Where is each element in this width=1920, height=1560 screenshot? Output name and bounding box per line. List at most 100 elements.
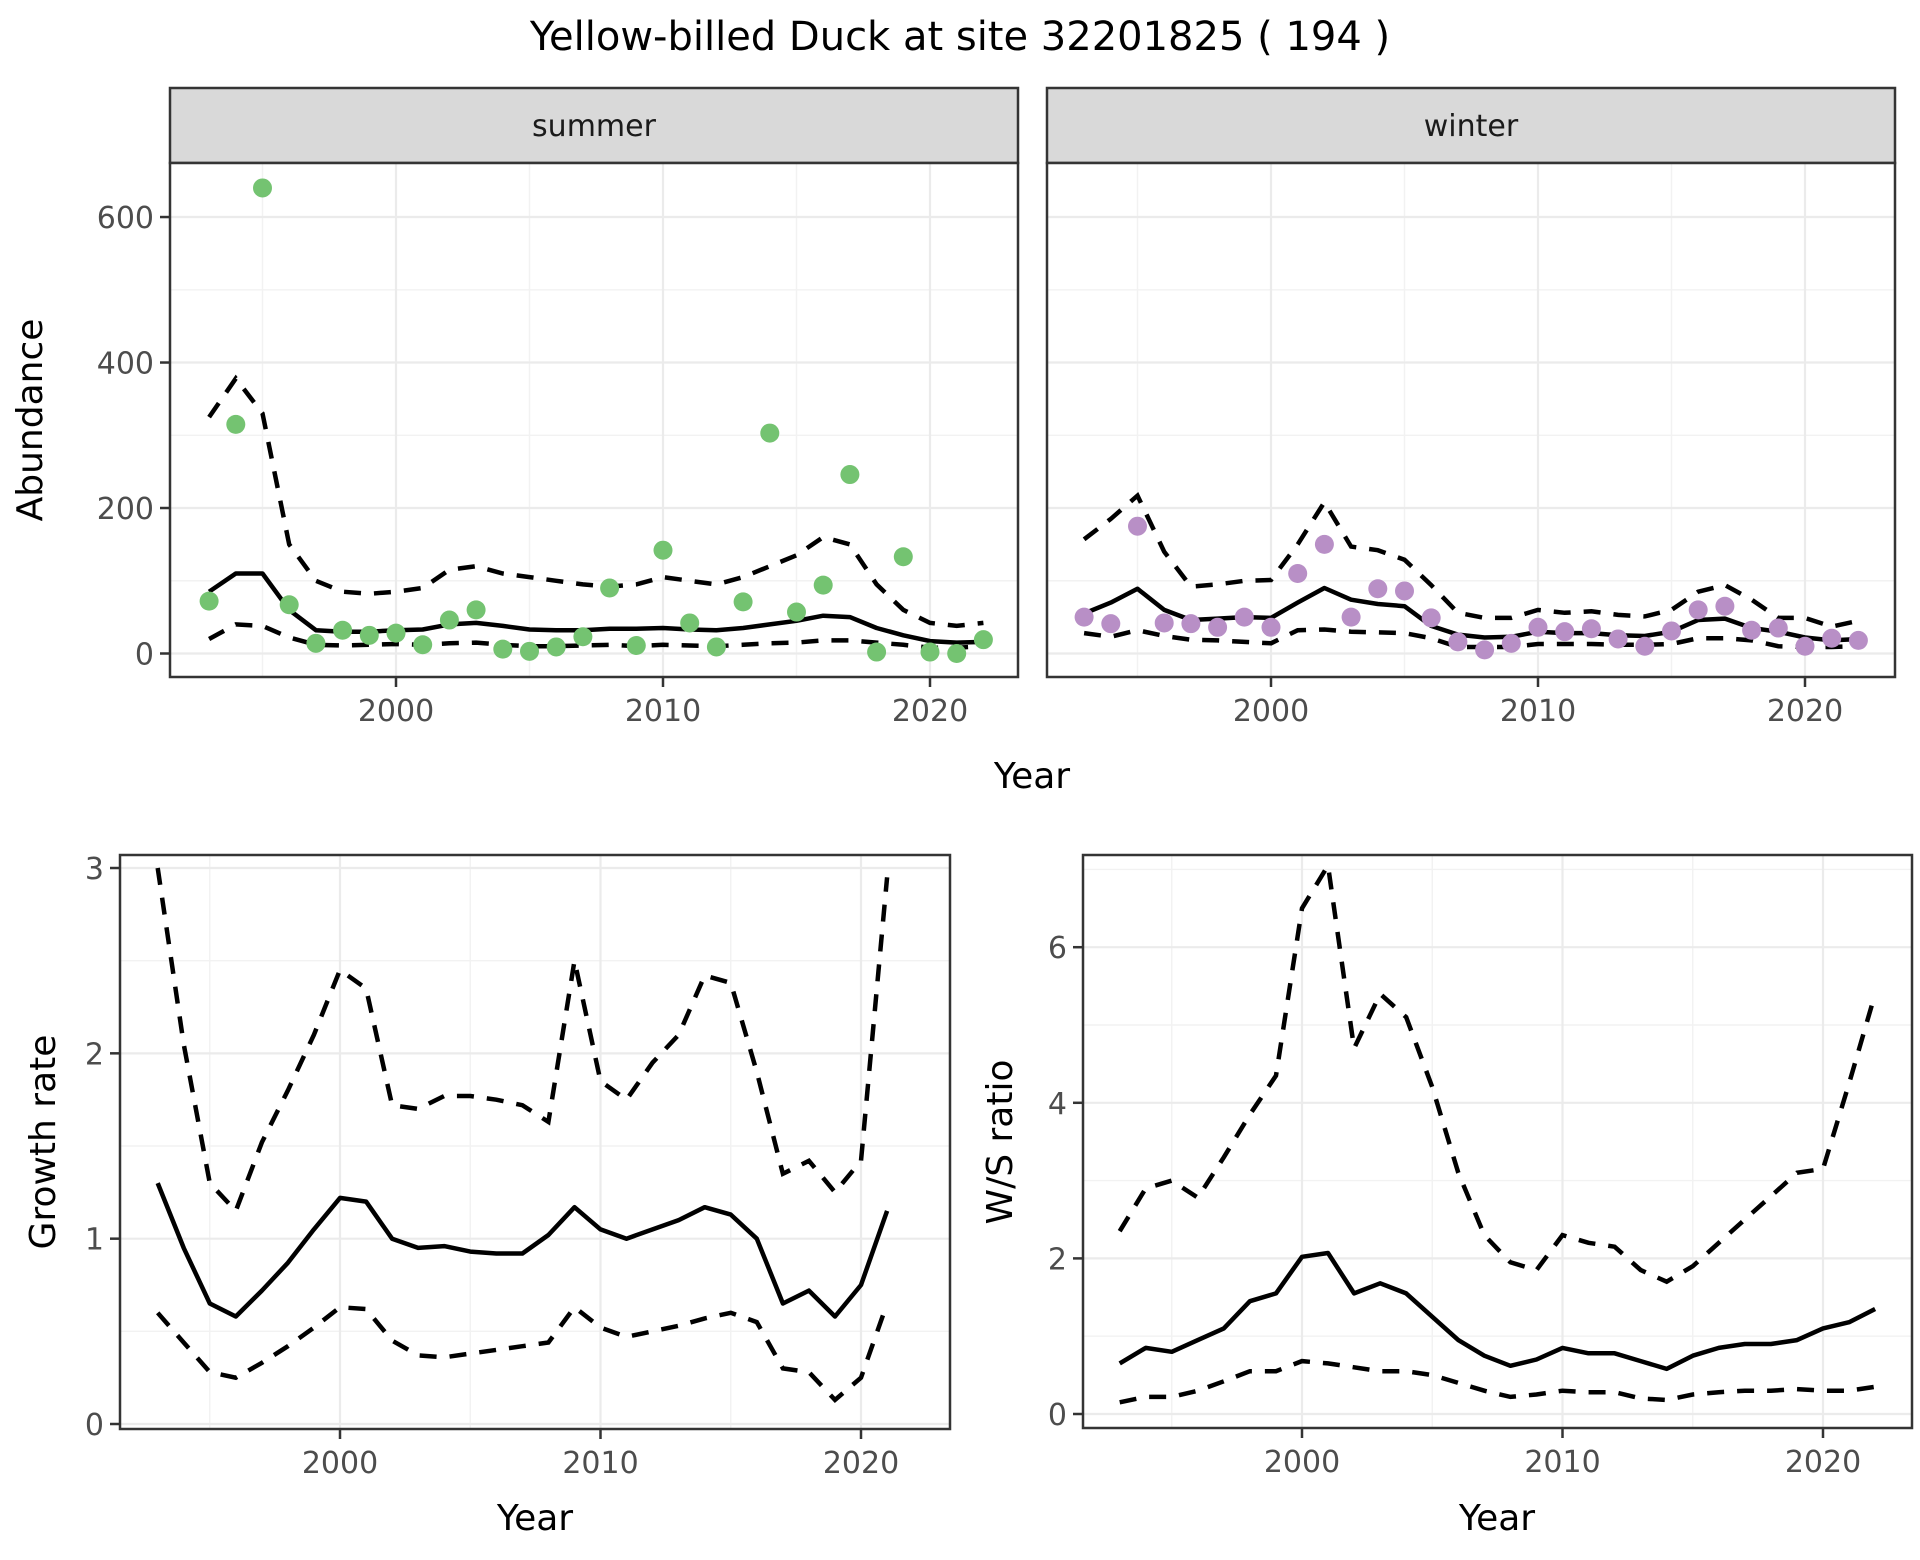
upper-ci-line: [1117, 858, 1878, 1285]
data-point: [1688, 600, 1708, 620]
ws-ratio-x-axis-title: Year: [1458, 1498, 1535, 1539]
x-tick-label: 2020: [1785, 1445, 1861, 1480]
upper-ci-line: [1082, 491, 1859, 629]
facet-strip-winter-label: winter: [1424, 109, 1519, 144]
x-tick-label: 2000: [358, 694, 434, 729]
data-point: [546, 637, 566, 657]
trend-line: [1118, 1250, 1877, 1372]
x-tick-label: 2010: [562, 1446, 638, 1481]
data-point: [787, 602, 806, 622]
data-point: [1128, 516, 1147, 536]
data-point: [760, 423, 780, 443]
data-point: [840, 465, 860, 485]
data-point: [813, 575, 833, 595]
data-point: [1822, 628, 1842, 648]
facet-strip-summer: [168, 86, 1020, 165]
data-point: [920, 642, 940, 662]
abundance-y-axis-title: Abundance: [10, 319, 51, 522]
figure-title: Yellow-billed Duck at site 32201825 ( 19…: [529, 14, 1390, 60]
y-tick-label: 2: [1048, 1242, 1067, 1277]
data-point: [1261, 617, 1281, 637]
data-point: [439, 610, 459, 630]
data-point: [1475, 640, 1495, 660]
panel-background: [170, 163, 1018, 677]
trend-line: [155, 1182, 890, 1319]
panel-marks: [1074, 491, 1868, 660]
data-point: [573, 627, 593, 647]
facet-strip-summer-label: summer: [532, 109, 657, 144]
data-point: [199, 591, 219, 611]
data-point: [733, 592, 753, 612]
data-point: [1208, 617, 1228, 637]
panel-summer-abundance: 2000 2010 2020 0 200 400 600: [97, 161, 1020, 729]
data-point: [1501, 633, 1521, 653]
panel-ws-ratio: 2000 2010 2020 0 2 4 6: [1048, 853, 1914, 1480]
data-point: [226, 414, 246, 434]
growth-rate-x-axis-title: Year: [496, 1498, 573, 1539]
y-tick-label: 600: [97, 201, 154, 236]
data-point: [1848, 630, 1868, 650]
data-point: [706, 637, 726, 657]
y-tick-label: 200: [97, 492, 154, 527]
data-point: [1662, 621, 1681, 641]
data-point: [1742, 620, 1762, 640]
data-point: [1181, 614, 1201, 634]
x-tick-label: 2010: [1524, 1445, 1600, 1480]
facet-strip-winter: [1045, 86, 1897, 165]
data-point: [333, 620, 353, 640]
data-point: [1074, 607, 1094, 627]
growth-rate-y-axis-title: Growth rate: [23, 1035, 64, 1250]
y-tick-label: 0: [135, 638, 154, 673]
x-tick-label: 2010: [1500, 694, 1576, 729]
panel-background: [120, 855, 950, 1429]
panel-border: [168, 161, 1020, 679]
data-point: [1314, 534, 1334, 554]
data-point: [253, 178, 272, 198]
lower-ci-line: [156, 1302, 890, 1404]
panel-winter-abundance: 2000 2010 2020: [1045, 161, 1897, 729]
data-point: [973, 630, 993, 650]
data-point: [493, 639, 513, 659]
data-point: [520, 641, 539, 661]
data-point: [279, 595, 299, 615]
x-tick-label: 2010: [625, 694, 701, 729]
y-tick-label: 0: [1048, 1398, 1067, 1433]
data-point: [1288, 563, 1308, 583]
data-point: [1101, 614, 1121, 634]
data-point: [1234, 607, 1254, 627]
data-point: [600, 578, 620, 598]
data-point: [1368, 579, 1388, 599]
x-tick-label: 2020: [823, 1446, 899, 1481]
y-tick-label: 1: [85, 1223, 104, 1258]
data-point: [1795, 636, 1815, 656]
data-point: [1715, 596, 1735, 616]
data-point: [1341, 607, 1361, 627]
x-tick-label: 2000: [1233, 694, 1309, 729]
data-point: [1608, 629, 1628, 649]
data-point: [1581, 619, 1601, 639]
x-tick-label: 2000: [302, 1446, 378, 1481]
x-tick-label: 2000: [1264, 1445, 1340, 1480]
data-point: [680, 613, 700, 633]
panel-marks: [199, 178, 993, 663]
data-point: [359, 625, 379, 645]
y-tick-label: 2: [85, 1037, 104, 1072]
x-tick-label: 2020: [1767, 694, 1843, 729]
lower-ci-line: [1083, 627, 1859, 650]
trend-line: [1083, 585, 1859, 643]
data-point: [867, 642, 887, 662]
data-point: [413, 635, 433, 655]
data-point: [1555, 622, 1575, 642]
data-point: [893, 547, 913, 567]
y-tick-label: 3: [85, 852, 104, 887]
data-point: [1421, 608, 1441, 628]
panel-background: [1047, 163, 1895, 677]
panel-border: [118, 853, 952, 1431]
data-point: [1448, 632, 1468, 652]
panel-marks: [155, 867, 890, 1404]
panel-border: [1045, 161, 1897, 679]
panel-marks: [1117, 858, 1878, 1405]
data-point: [626, 635, 646, 655]
lower-ci-line: [1119, 1358, 1876, 1405]
